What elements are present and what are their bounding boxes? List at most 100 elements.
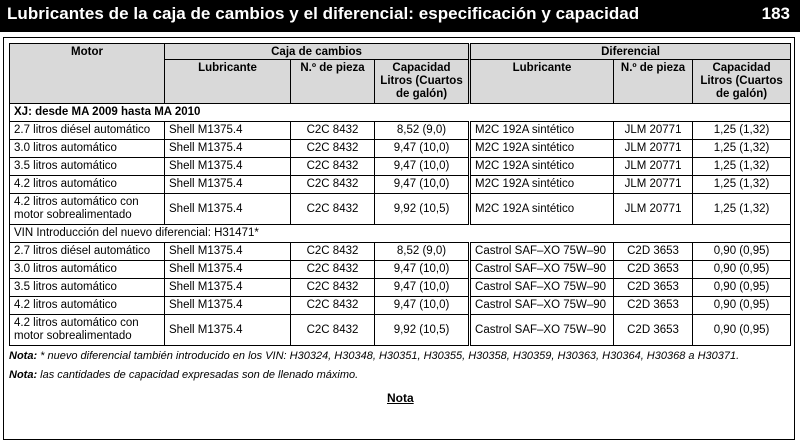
- gearbox-lubricant-cell: Shell M1375.4: [164, 139, 291, 158]
- table-row: 4.2 litros automático Shell M1375.4 C2C 84…: [9, 175, 792, 194]
- gearbox-capacity-cell: 9,47 (10,0): [373, 175, 471, 194]
- gearbox-part-cell: C2C 8432: [290, 314, 375, 346]
- table-row: 3.5 litros automático Shell M1375.4 C2C 84…: [9, 278, 792, 297]
- diff-part-cell: JLM 20771: [613, 193, 694, 225]
- gearbox-part-cell: C2C 8432: [290, 296, 375, 315]
- diff-capacity-cell: 0,90 (0,95): [692, 314, 792, 346]
- diff-lubricant-cell: Castrol SAF–XO 75W–90: [468, 242, 615, 261]
- gearbox-lubricant-cell: Shell M1375.4: [164, 121, 291, 140]
- note-text: * nuevo diferencial también introducido …: [40, 350, 740, 362]
- diff-capacity-cell: 1,25 (1,32): [692, 157, 792, 176]
- motor-cell: 3.5 litros automático: [9, 278, 165, 297]
- header-diff-capacity: Capacidad Litros (Cuartos de galón): [692, 59, 792, 104]
- diff-part-cell: C2D 3653: [613, 296, 694, 315]
- header-differential: Diferencial: [468, 43, 792, 60]
- gearbox-capacity-cell: 9,47 (10,0): [373, 260, 471, 279]
- table-row: 4.2 litros automático Shell M1375.4 C2C 84…: [9, 296, 792, 315]
- table-row: 3.0 litros automático Shell M1375.4 C2C 84…: [9, 260, 792, 279]
- nota-link[interactable]: Nota: [387, 391, 414, 405]
- diff-capacity-cell: 0,90 (0,95): [692, 242, 792, 261]
- table-row: 3.0 litros automático Shell M1375.4 C2C 84…: [9, 139, 792, 158]
- table-row: 3.5 litros automático Shell M1375.4 C2C 84…: [9, 157, 792, 176]
- gearbox-capacity-cell: 9,47 (10,0): [373, 157, 471, 176]
- page-number: 183: [761, 4, 790, 23]
- header-gearbox-part: N.º de pieza: [290, 59, 375, 104]
- gearbox-lubricant-cell: Shell M1375.4: [164, 193, 291, 225]
- diff-capacity-cell: 1,25 (1,32): [692, 121, 792, 140]
- gearbox-lubricant-cell: Shell M1375.4: [164, 260, 291, 279]
- gearbox-lubricant-cell: Shell M1375.4: [164, 278, 291, 297]
- note-label: Nota:: [9, 369, 38, 381]
- table-row: 2.7 litros diésel automático Shell M1375.…: [9, 121, 792, 140]
- gearbox-part-cell: C2C 8432: [290, 121, 375, 140]
- gearbox-part-cell: C2C 8432: [290, 157, 375, 176]
- gearbox-lubricant-cell: Shell M1375.4: [164, 157, 291, 176]
- page-title: Lubricantes de la caja de cambios y el d…: [7, 4, 640, 23]
- diff-lubricant-cell: Castrol SAF–XO 75W–90: [468, 278, 615, 297]
- lubricant-table: Motor Caja de cambios Diferencial Lubric…: [8, 43, 792, 346]
- diff-capacity-cell: 1,25 (1,32): [692, 193, 792, 225]
- diff-lubricant-cell: Castrol SAF–XO 75W–90: [468, 314, 615, 346]
- diff-capacity-cell: 0,90 (0,95): [692, 296, 792, 315]
- gearbox-capacity-cell: 9,47 (10,0): [373, 296, 471, 315]
- diff-lubricant-cell: M2C 192A sintético: [468, 121, 615, 140]
- gearbox-part-cell: C2C 8432: [290, 139, 375, 158]
- content-frame: [3, 37, 795, 440]
- diff-part-cell: C2D 3653: [613, 242, 694, 261]
- section-heading-xj: XJ: desde MA 2009 hasta MA 2010: [8, 103, 792, 122]
- diff-lubricant-cell: M2C 192A sintético: [468, 175, 615, 194]
- diff-part-cell: JLM 20771: [613, 175, 694, 194]
- header-gearbox-lubricant: Lubricante: [164, 59, 291, 104]
- gearbox-part-cell: C2C 8432: [290, 278, 375, 297]
- notes: Nota: * nuevo diferencial también introd…: [9, 350, 790, 388]
- header-diff-lubricant: Lubricante: [468, 59, 615, 104]
- motor-cell: 3.5 litros automático: [9, 157, 165, 176]
- header-gearbox: Caja de cambios: [163, 43, 471, 60]
- motor-cell: 3.0 litros automático: [9, 260, 165, 279]
- diff-part-cell: JLM 20771: [613, 121, 694, 140]
- diff-lubricant-cell: M2C 192A sintético: [468, 157, 615, 176]
- motor-cell: 2.7 litros diésel automático: [9, 242, 165, 261]
- table-row: 4.2 litros automático con motor sobreali…: [9, 193, 792, 225]
- motor-cell: 4.2 litros automático con motor sobreali…: [9, 193, 165, 225]
- motor-cell: 4.2 litros automático: [9, 175, 165, 194]
- diff-lubricant-cell: Castrol SAF–XO 75W–90: [468, 260, 615, 279]
- note-text: las cantidades de capacidad expresadas s…: [40, 369, 359, 381]
- gearbox-capacity-cell: 9,92 (10,5): [373, 314, 471, 346]
- diff-lubricant-cell: M2C 192A sintético: [468, 139, 615, 158]
- gearbox-lubricant-cell: Shell M1375.4: [164, 242, 291, 261]
- gearbox-capacity-cell: 8,52 (9,0): [373, 242, 471, 261]
- diff-part-cell: JLM 20771: [613, 157, 694, 176]
- gearbox-part-cell: C2C 8432: [290, 242, 375, 261]
- motor-cell: 4.2 litros automático: [9, 296, 165, 315]
- gearbox-lubricant-cell: Shell M1375.4: [164, 175, 291, 194]
- diff-part-cell: C2D 3653: [613, 314, 694, 346]
- gearbox-capacity-cell: 8,52 (9,0): [373, 121, 471, 140]
- motor-cell: 3.0 litros automático: [9, 139, 165, 158]
- diff-capacity-cell: 1,25 (1,32): [692, 139, 792, 158]
- header-gearbox-capacity: Capacidad Litros (Cuartos de galón): [373, 59, 471, 104]
- diff-capacity-cell: 0,90 (0,95): [692, 278, 792, 297]
- title-bar: Lubricantes de la caja de cambios y el d…: [0, 0, 800, 32]
- note-1: Nota: * nuevo diferencial también introd…: [9, 350, 790, 369]
- section-heading-vin: VIN Introducción del nuevo diferencial: …: [8, 224, 792, 243]
- table-row: 2.7 litros diésel automático Shell M1375.…: [9, 242, 792, 261]
- diff-part-cell: C2D 3653: [613, 260, 694, 279]
- table-row: 4.2 litros automático con motor sobreali…: [9, 314, 792, 346]
- gearbox-part-cell: C2C 8432: [290, 193, 375, 225]
- gearbox-capacity-cell: 9,92 (10,5): [373, 193, 471, 225]
- motor-cell: 2.7 litros diésel automático: [9, 121, 165, 140]
- gearbox-part-cell: C2C 8432: [290, 260, 375, 279]
- header-motor: Motor: [9, 43, 165, 104]
- diff-capacity-cell: 1,25 (1,32): [692, 175, 792, 194]
- note-2: Nota: las cantidades de capacidad expres…: [9, 369, 790, 388]
- motor-cell: 4.2 litros automático con motor sobreali…: [9, 314, 165, 346]
- diff-lubricant-cell: M2C 192A sintético: [468, 193, 615, 225]
- gearbox-capacity-cell: 9,47 (10,0): [373, 278, 471, 297]
- gearbox-lubricant-cell: Shell M1375.4: [164, 314, 291, 346]
- gearbox-part-cell: C2C 8432: [290, 175, 375, 194]
- gearbox-lubricant-cell: Shell M1375.4: [164, 296, 291, 315]
- diff-part-cell: C2D 3653: [613, 278, 694, 297]
- gearbox-capacity-cell: 9,47 (10,0): [373, 139, 471, 158]
- header-diff-part: N.º de pieza: [613, 59, 694, 104]
